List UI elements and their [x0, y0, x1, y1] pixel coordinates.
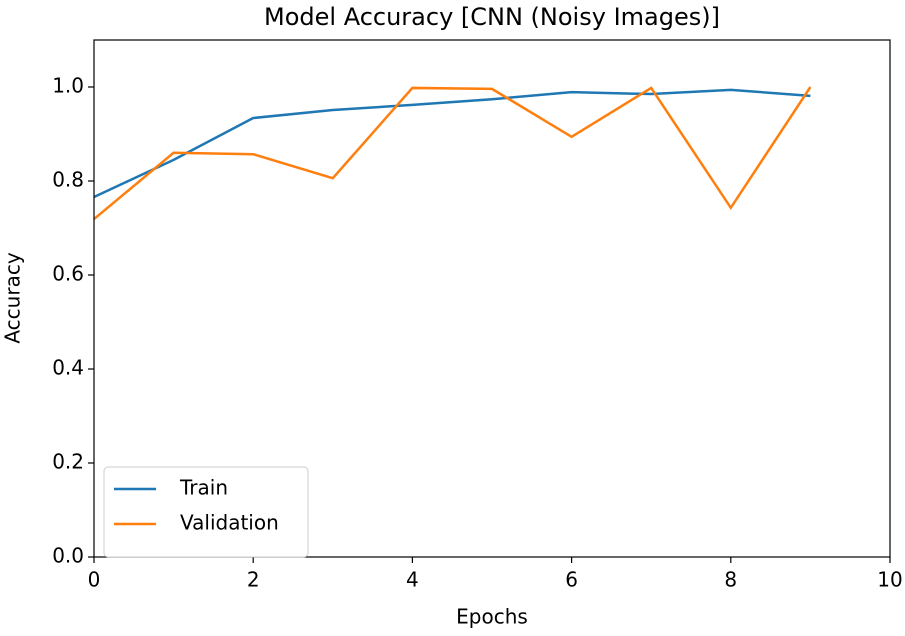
- x-tick-label: 10: [877, 568, 902, 592]
- line-series: [93, 88, 811, 199]
- x-tick-label: 0: [88, 568, 101, 592]
- legend-label: Validation: [180, 511, 279, 535]
- y-axis-label: Accuracy: [1, 252, 25, 343]
- legend-label: Train: [179, 476, 228, 500]
- x-tick-label: 6: [565, 568, 578, 592]
- y-tick-label: 0.8: [52, 168, 84, 192]
- x-tick-label: 8: [724, 568, 737, 592]
- chart-title: Model Accuracy [CNN (Noisy Images)]: [264, 3, 720, 31]
- x-tick-label: 2: [247, 568, 260, 592]
- y-tick-label: 0.0: [52, 544, 84, 568]
- line-series: [93, 86, 812, 221]
- x-tick-label: 4: [406, 568, 419, 592]
- y-tick-label: 1.0: [52, 74, 84, 98]
- y-tick-label: 0.6: [52, 262, 84, 286]
- x-axis-label: Epochs: [456, 605, 528, 629]
- y-tick-label: 0.4: [52, 356, 84, 380]
- plot-frame: [93, 39, 891, 558]
- y-tick-label: 0.2: [52, 450, 84, 474]
